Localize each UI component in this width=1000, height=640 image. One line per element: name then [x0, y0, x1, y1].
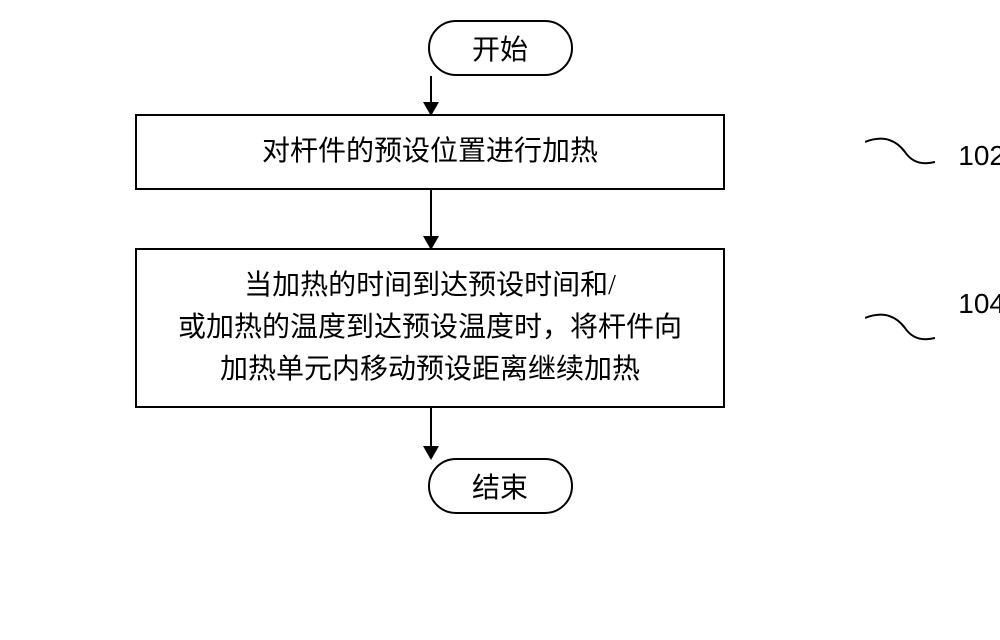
start-terminal: 开始 [428, 20, 573, 76]
process-102: 对杆件的预设位置进行加热 [135, 114, 725, 190]
connector-curve-102 [865, 127, 935, 177]
end-label: 结束 [472, 466, 528, 506]
process-104-line1: 当加热的时间到达预设时间和/ [178, 265, 682, 307]
process-102-wrap: 对杆件的预设位置进行加热 102 [135, 114, 865, 190]
process-104: 当加热的时间到达预设时间和/ 或加热的温度到达预设温度时，将杆件向 加热单元内移… [135, 248, 725, 408]
end-terminal: 结束 [428, 458, 573, 514]
process-104-text: 当加热的时间到达预设时间和/ 或加热的温度到达预设温度时，将杆件向 加热单元内移… [178, 265, 682, 391]
arrow-104-to-end [430, 408, 432, 458]
process-102-text: 对杆件的预设位置进行加热 [262, 131, 598, 173]
connector-curve-104 [865, 303, 935, 353]
label-102: 102 [958, 140, 1000, 172]
arrow-start-to-102 [430, 76, 432, 114]
flowchart-container: 开始 对杆件的预设位置进行加热 102 当加热的时间到达预设时间和/ 或加热的温… [135, 20, 865, 514]
process-104-line3: 加热单元内移动预设距离继续加热 [178, 349, 682, 391]
label-104: 104 [958, 288, 1000, 320]
start-label: 开始 [472, 28, 528, 68]
process-104-wrap: 当加热的时间到达预设时间和/ 或加热的温度到达预设温度时，将杆件向 加热单元内移… [135, 248, 865, 408]
arrow-102-to-104 [430, 190, 432, 248]
process-104-line2: 或加热的温度到达预设温度时，将杆件向 [178, 307, 682, 349]
